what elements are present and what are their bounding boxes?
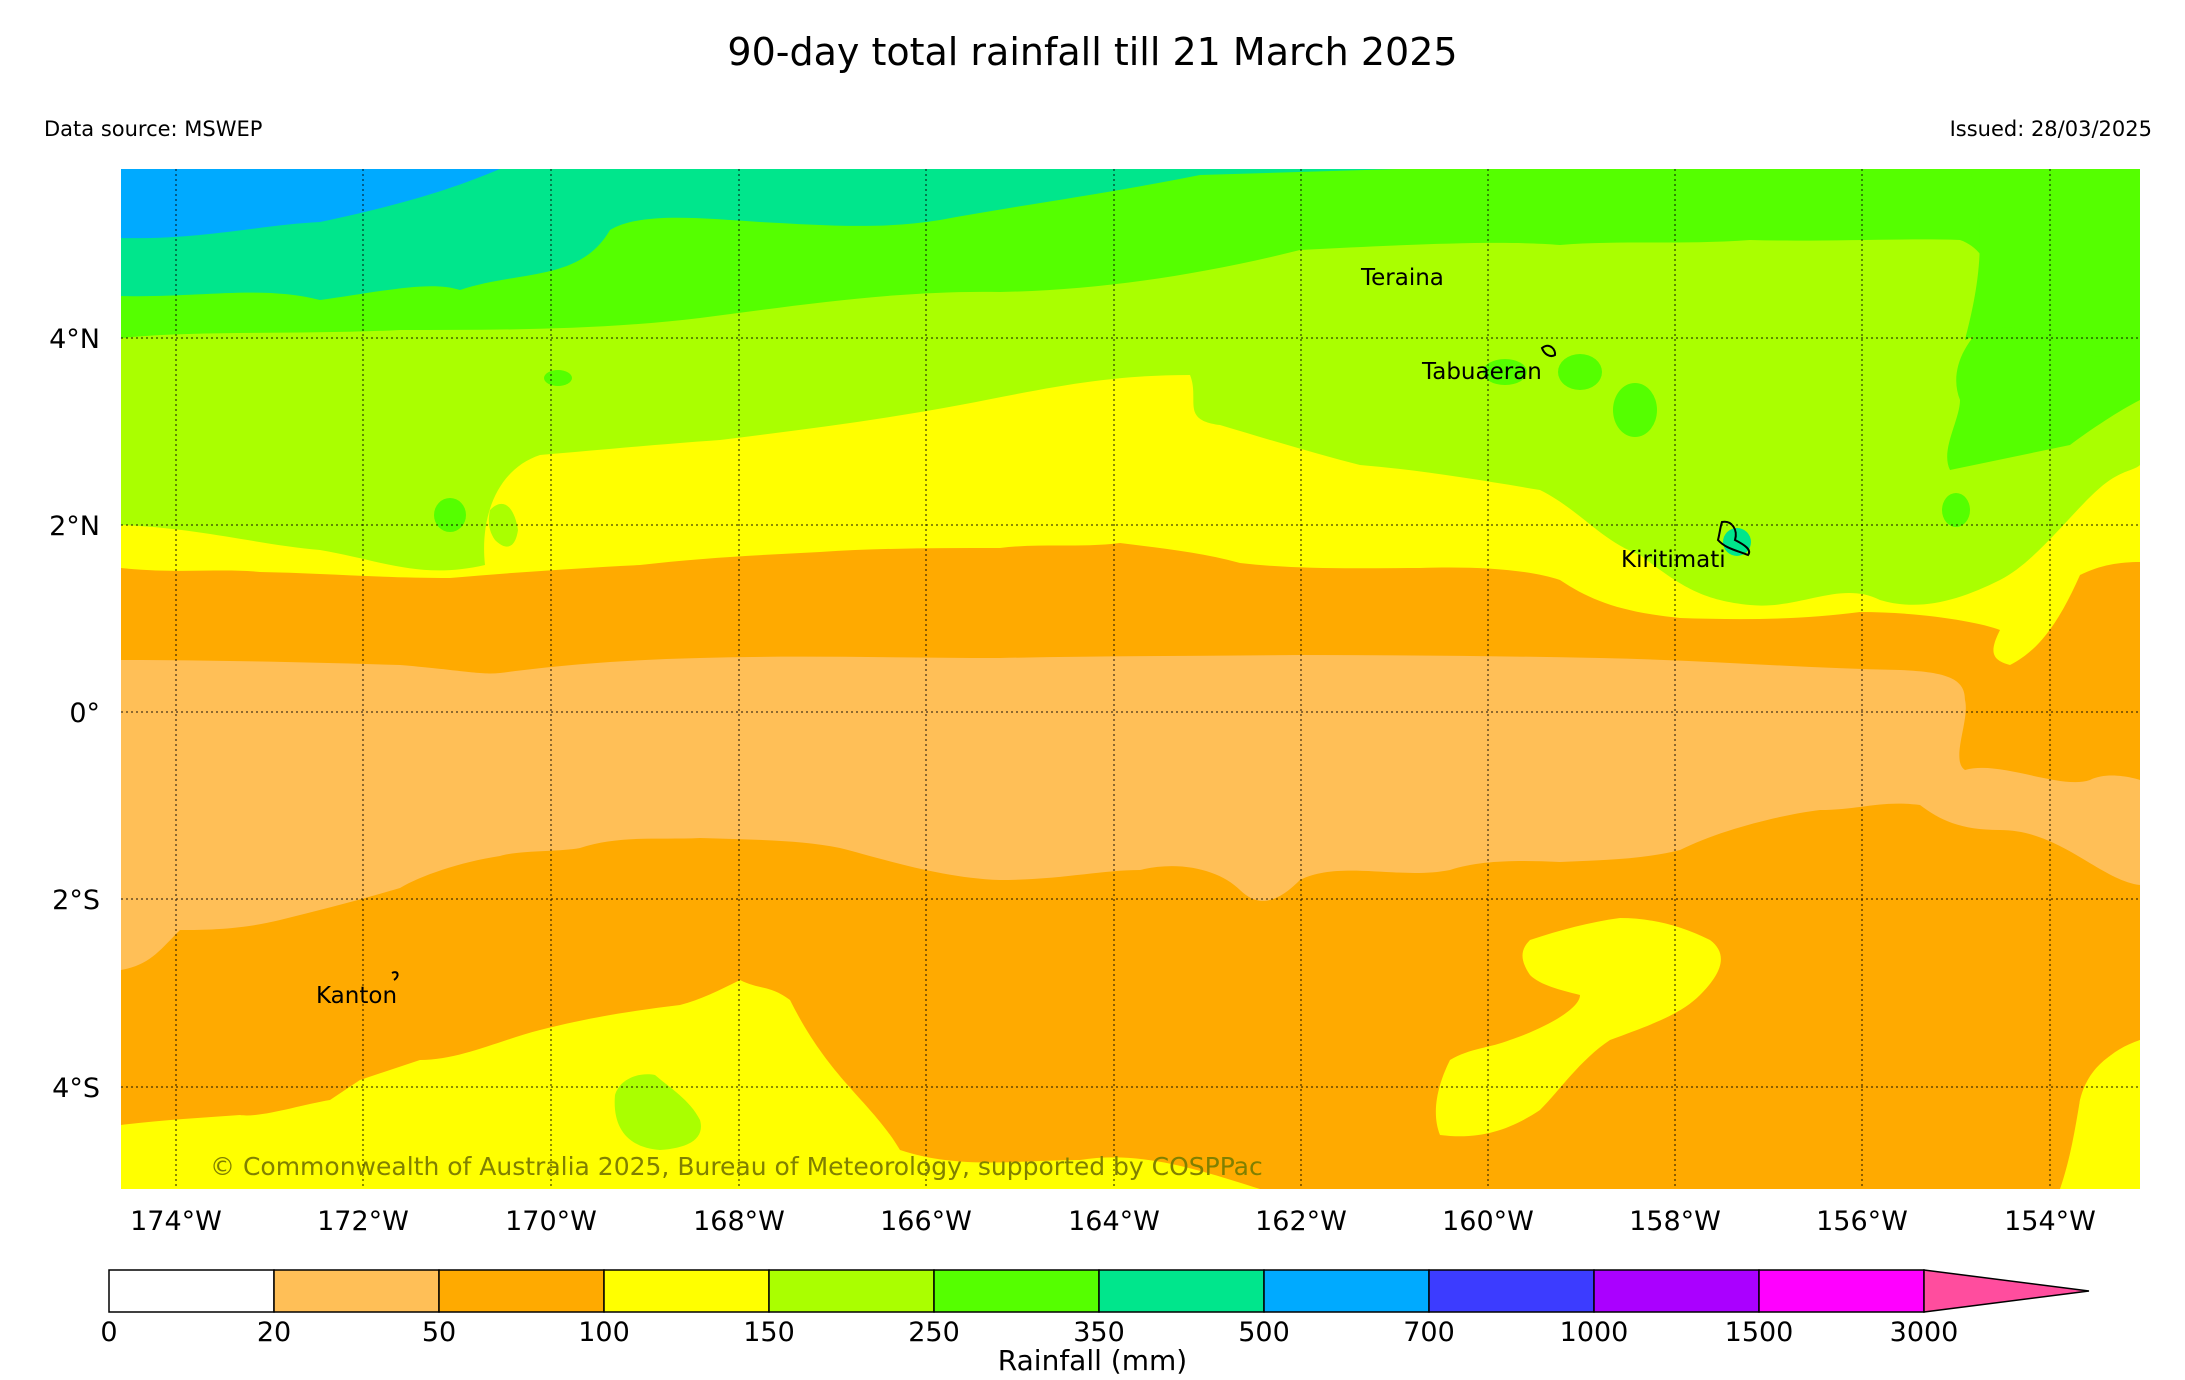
colorbar-segment: [273, 1269, 440, 1313]
latitude-label: 2°N: [49, 511, 100, 542]
place-label: Kiritimati: [1621, 547, 1726, 573]
issued-date: Issued: 28/03/2025: [1949, 117, 2152, 141]
island-kanton: [391, 971, 399, 981]
longitude-label: 160°W: [1442, 1206, 1534, 1237]
colorbar-tick: 1000: [1560, 1317, 1629, 1348]
patch-green-4: [434, 498, 466, 532]
longitude-label: 162°W: [1255, 1206, 1347, 1237]
patch-green-5: [1942, 493, 1970, 527]
colorbar-tick: 150: [743, 1317, 795, 1348]
colorbar-tick: 700: [1403, 1317, 1455, 1348]
latitude-label: 4°N: [49, 324, 100, 355]
map-title: 90-day total rainfall till 21 March 2025: [727, 30, 1458, 74]
colorbar-tick: 100: [578, 1317, 630, 1348]
longitude-labels: 174°W 172°W 170°W 168°W 166°W 164°W 162°W 160°W…: [130, 1206, 2096, 1237]
patch-green-3: [1483, 359, 1527, 385]
patch-yellow-corner: [2060, 1040, 2140, 1189]
patch-green-2: [1558, 354, 1602, 390]
longitude-label: 158°W: [1629, 1206, 1721, 1237]
patch-green-6: [544, 370, 572, 386]
place-label: Tabuaeran: [1421, 359, 1542, 385]
colorbar-segment: [768, 1269, 935, 1313]
latitude-labels: 4°N 2°N 0° 2°S 4°S: [49, 324, 100, 1104]
patch-yellowgreen-2: [488, 503, 518, 547]
longitude-label: 170°W: [505, 1206, 597, 1237]
colorbar-tick: 350: [1073, 1317, 1125, 1348]
patch-yellow-southeast: [1435, 918, 1721, 1137]
colorbar-segment: [108, 1269, 275, 1313]
colorbar-segment: [1593, 1269, 1760, 1313]
patch-green-east: [1965, 169, 2140, 357]
colorbar-extend-arrow: [1923, 1269, 2090, 1313]
copyright-notice: © Commonwealth of Australia 2025, Bureau…: [210, 1152, 1263, 1181]
colorbar-segment: [1758, 1269, 1925, 1313]
graticule: [121, 169, 2140, 1189]
longitude-label: 174°W: [130, 1206, 222, 1237]
rainfall-contours: [121, 169, 2140, 1189]
place-labels: Teraina Tabuaeran Kiritimati Kanton: [316, 265, 1726, 1009]
longitude-label: 154°W: [2004, 1206, 2096, 1237]
longitude-label: 166°W: [880, 1206, 972, 1237]
colorbar-tick: 500: [1238, 1317, 1290, 1348]
colorbar-tick: 20: [257, 1317, 291, 1348]
colorbar-tick: 3000: [1890, 1317, 1959, 1348]
latitude-label: 0°: [69, 698, 100, 729]
colorbar-tick: 1500: [1725, 1317, 1794, 1348]
longitude-label: 156°W: [1816, 1206, 1908, 1237]
colorbar-segment: [438, 1269, 605, 1313]
longitude-label: 164°W: [1068, 1206, 1160, 1237]
island-tabuaeran: [1540, 344, 1557, 358]
colorbar-tick-labels: 0 20 50 100 150 250 350 500 700 1000 1500 3000: [100, 1317, 1958, 1348]
patch-green-1: [1613, 383, 1657, 437]
island-kiritimati: [1716, 520, 1751, 557]
island-outlines: [391, 344, 1751, 981]
colorbar-tick: 250: [908, 1317, 960, 1348]
band-20-50: [121, 655, 2140, 970]
longitude-label: 172°W: [317, 1206, 409, 1237]
colorbar-tick: 0: [100, 1317, 117, 1348]
patch-yellowgreen-south: [614, 1074, 701, 1150]
latitude-label: 2°S: [52, 885, 100, 916]
colorbar-segment: [933, 1269, 1100, 1313]
colorbar-segment: [1098, 1269, 1265, 1313]
colorbar-label: Rainfall (mm): [997, 1344, 1188, 1377]
colorbar-tick: 50: [422, 1317, 456, 1348]
place-label: Teraina: [1360, 265, 1444, 291]
colorbar-segment: [603, 1269, 770, 1313]
longitude-label: 168°W: [693, 1206, 785, 1237]
data-source: Data source: MSWEP: [44, 117, 263, 141]
latitude-label: 4°S: [52, 1073, 100, 1104]
colorbar-segment: [1428, 1269, 1595, 1313]
colorbar-segment: [1263, 1269, 1430, 1313]
colorbar: [108, 1269, 2090, 1313]
place-label: Kanton: [316, 983, 397, 1009]
